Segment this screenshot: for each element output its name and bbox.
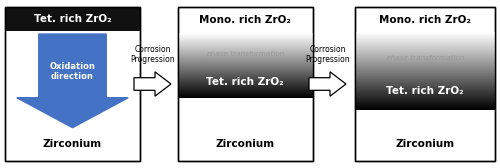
Text: phase transformation: phase transformation (386, 55, 464, 61)
FancyArrow shape (134, 72, 171, 96)
Text: Tet. rich ZrO₂: Tet. rich ZrO₂ (206, 77, 284, 87)
Bar (5, 7, 140, 31)
Text: Tet. rich ZrO₂: Tet. rich ZrO₂ (34, 14, 112, 24)
Text: phase transformation: phase transformation (206, 51, 284, 57)
Text: Zirconium: Zirconium (216, 139, 274, 150)
Text: Tet. rich ZrO₂: Tet. rich ZrO₂ (386, 86, 464, 96)
FancyArrow shape (309, 72, 346, 96)
Text: Zirconium: Zirconium (396, 139, 454, 150)
Bar (5, 7, 140, 161)
Bar (5, 7, 140, 161)
Bar (178, 7, 312, 161)
Bar (178, 7, 312, 161)
Text: Mono. rich ZrO₂: Mono. rich ZrO₂ (199, 15, 291, 25)
Text: Zirconium: Zirconium (43, 139, 102, 150)
FancyArrow shape (17, 34, 128, 128)
Text: Corrosion
Progression: Corrosion Progression (305, 45, 350, 64)
Bar (355, 7, 495, 161)
Text: Oxidation
direction: Oxidation direction (50, 62, 96, 81)
Text: Mono. rich ZrO₂: Mono. rich ZrO₂ (379, 15, 471, 25)
Text: Corrosion
Progression: Corrosion Progression (130, 45, 175, 64)
Bar (355, 7, 495, 161)
